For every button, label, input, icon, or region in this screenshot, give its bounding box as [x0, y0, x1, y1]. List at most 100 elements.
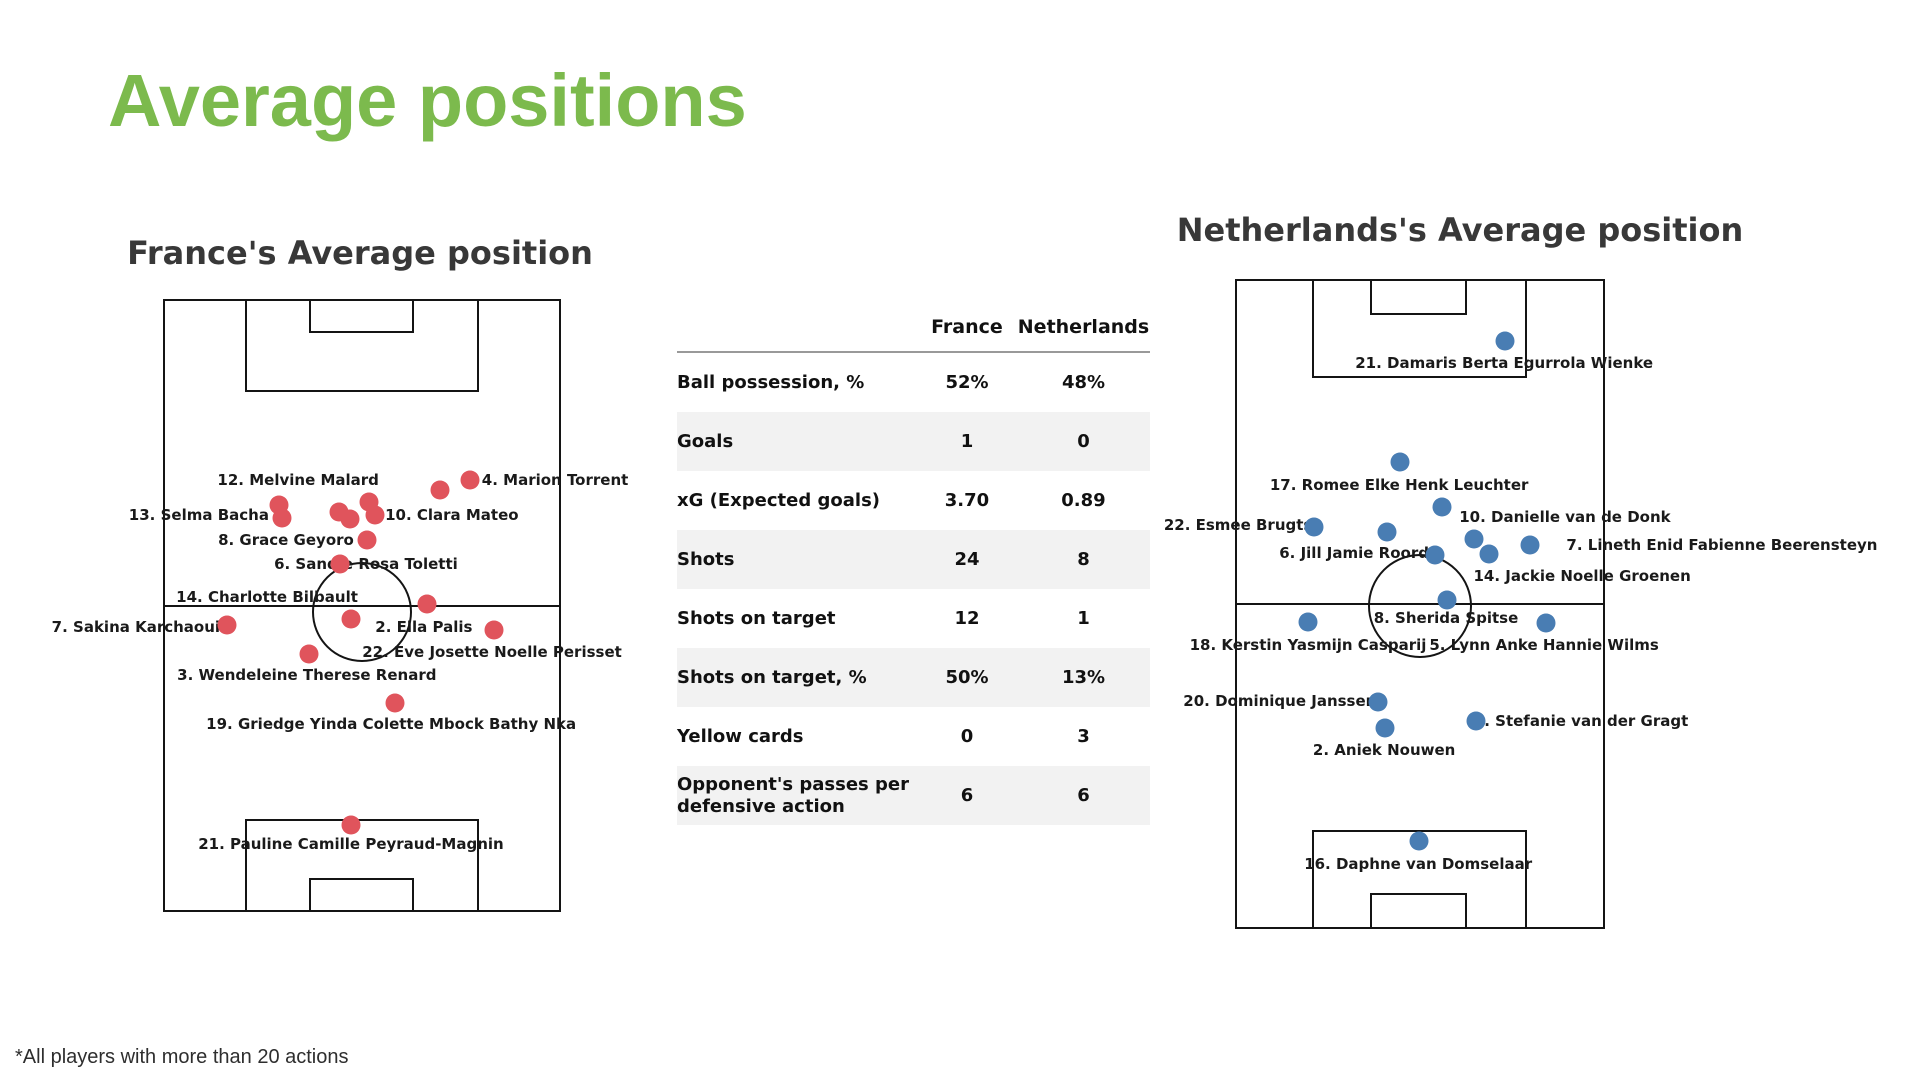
player-label: 21. Pauline Camille Peyraud-Magnin: [198, 835, 504, 854]
player-dot: [1375, 718, 1395, 738]
player-dot: [1304, 517, 1324, 537]
six-yard-box-bottom: [1369, 892, 1467, 929]
player-dot: [1520, 535, 1540, 555]
stat-value-netherlands: 13%: [1061, 667, 1106, 688]
player-label: 21. Damaris Berta Egurrola Wienke: [1355, 354, 1654, 373]
stat-label: Shots on target: [677, 607, 836, 629]
stat-value-netherlands: 1: [1077, 608, 1090, 629]
player-label: 2. Aniek Nouwen: [1312, 740, 1456, 759]
player-dot: [1409, 831, 1429, 851]
player-label: 14. Jackie Noelle Groenen: [1473, 567, 1691, 586]
stat-value-france: 12: [954, 608, 980, 629]
stat-value-netherlands: 6: [1077, 785, 1090, 806]
player-label: 13. Selma Bacha: [128, 505, 269, 524]
stat-value-netherlands: 0: [1077, 431, 1090, 452]
match-stats-table: France Netherlands Ball possession, % 52%…: [677, 303, 1150, 825]
netherlands-chart-title: Netherlands's Average position: [1176, 211, 1744, 249]
player-dot: [357, 530, 377, 550]
page-title: Average positions: [108, 59, 747, 142]
six-yard-box-bottom: [308, 877, 414, 912]
center-circle: [312, 562, 412, 663]
stats-row: Goals 1 0: [677, 412, 1150, 471]
penalty-area-top: [244, 299, 479, 393]
player-label: 16. Daphne van Domselaar: [1304, 854, 1533, 873]
player-dot: [1464, 529, 1484, 549]
player-dot: [1466, 711, 1486, 731]
stats-row: xG (Expected goals) 3.70 0.89: [677, 471, 1150, 530]
stat-value-netherlands: 48%: [1061, 372, 1106, 393]
player-label: 18. Kerstin Yasmijn Casparij: [1189, 635, 1427, 654]
player-dot: [1377, 522, 1397, 542]
stat-value-netherlands: 0.89: [1061, 490, 1106, 511]
player-label: 10. Danielle van de Donk: [1459, 507, 1671, 526]
player-dot: [1536, 613, 1556, 633]
footnote: *All players with more than 20 actions: [15, 1046, 349, 1068]
stat-value-france: 50%: [945, 667, 989, 688]
stat-label: Shots on target, %: [677, 666, 867, 688]
player-label: 14. Charlotte Bilbault: [176, 587, 358, 606]
stats-row: Opponent's passes per defensive action 6 6: [677, 766, 1150, 825]
stat-value-france: 6: [960, 785, 974, 806]
player-dot: [269, 495, 289, 515]
player-label: 3. Wendeleine Therese Renard: [177, 665, 437, 684]
stat-label: xG (Expected goals): [677, 489, 881, 511]
player-dot: [340, 509, 360, 529]
player-label: 5. Lynn Anke Hannie Wilms: [1429, 635, 1659, 654]
player-label: 8. Sherida Spitse: [1373, 609, 1519, 628]
player-label: 2. Ella Palis: [375, 617, 473, 636]
stats-header-row: France Netherlands: [677, 303, 1150, 353]
player-label: 20. Dominique Janssen: [1183, 691, 1377, 710]
stat-label: Opponent's passes per defensive action: [677, 773, 909, 817]
player-label: 22. Eve Josette Noelle Perisset: [362, 642, 622, 661]
stat-value-france: 24: [954, 549, 980, 570]
player-dot: [1437, 590, 1457, 610]
stats-body: Ball possession, % 52% 48% Goals 1 0 xG (Expec…: [677, 353, 1150, 825]
stats-row: Ball possession, % 52% 48%: [677, 353, 1150, 412]
stat-value-netherlands: 8: [1077, 549, 1090, 570]
penalty-area-top: [1312, 279, 1527, 378]
player-dot: [330, 554, 350, 574]
netherlands-pitch: 21. Damaris Berta Egurrola Wienke 17. Rom…: [1164, 279, 1877, 929]
player-dot: [385, 693, 405, 713]
player-label: 3. Stefanie van der Gragt: [1473, 711, 1689, 730]
france-pitch: 12. Melvine Malard 4. Marion Torrent 13. S…: [52, 299, 628, 912]
stats-row: Shots on target 12 1: [677, 589, 1150, 648]
player-dot: [417, 594, 437, 614]
player-dot: [1425, 545, 1445, 565]
player-label: 10. Clara Mateo: [385, 505, 519, 524]
player-label: 7. Lineth Enid Fabienne Beerensteyn: [1566, 536, 1878, 555]
player-dot: [1432, 497, 1452, 517]
player-dot: [341, 815, 361, 835]
penalty-area-bottom: [1312, 830, 1527, 929]
player-label: 22. Esmee Brugts: [1163, 516, 1313, 535]
player-dot: [1495, 331, 1515, 351]
player-dot: [341, 609, 361, 629]
stat-label: Goals: [677, 430, 734, 452]
six-yard-box-top: [1369, 279, 1467, 316]
center-circle: [1368, 553, 1472, 658]
stat-label: Ball possession, %: [677, 371, 865, 393]
player-dot: [1298, 612, 1318, 632]
stat-label: Yellow cards: [677, 725, 804, 747]
stat-value-netherlands: 3: [1077, 726, 1090, 747]
player-dot: [460, 470, 480, 490]
player-dot: [359, 492, 379, 512]
player-dot: [217, 615, 237, 635]
player-label: 17. Romee Elke Henk Leuchter: [1269, 476, 1529, 495]
player-label: 8. Grace Geyoro: [218, 530, 354, 549]
player-label: 4. Marion Torrent: [481, 471, 629, 490]
stat-label: Shots: [677, 548, 735, 570]
stat-value-france: 1: [960, 431, 974, 452]
stat-value-france: 52%: [945, 372, 989, 393]
player-label: 6. Jill Jamie Roord: [1279, 543, 1429, 562]
player-dot: [1479, 544, 1499, 564]
penalty-area-bottom: [244, 818, 479, 912]
player-label: 12. Melvine Malard: [217, 471, 379, 490]
stats-row: Shots on target, % 50% 13%: [677, 648, 1150, 707]
column-header-france: France: [931, 316, 1003, 338]
player-dot: [1368, 692, 1388, 712]
player-dot: [484, 620, 504, 640]
player-dot: [299, 644, 319, 664]
player-label: 7. Sakina Karchaoui: [51, 617, 221, 636]
